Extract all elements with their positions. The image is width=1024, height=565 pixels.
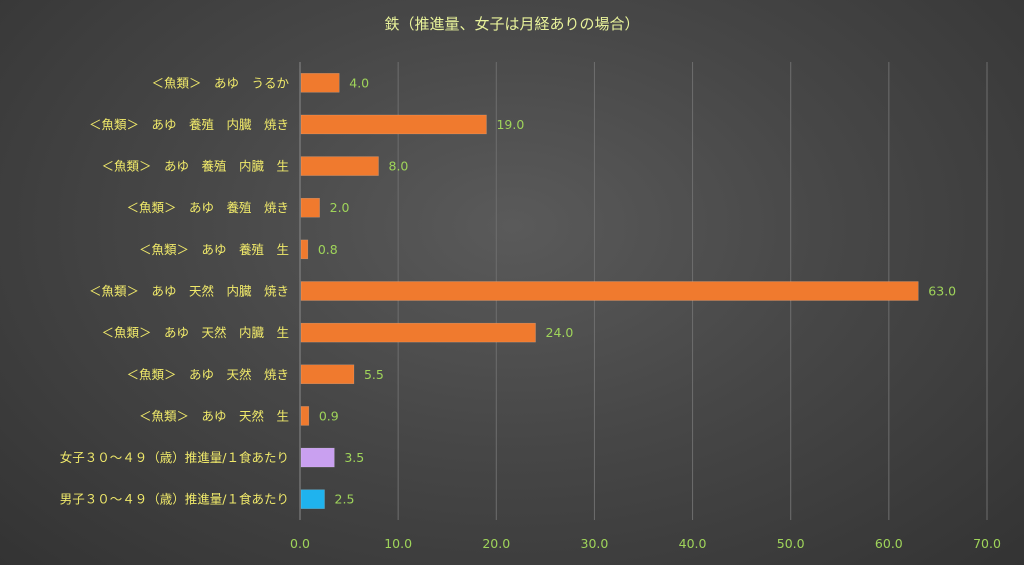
data-label: 5.5 — [364, 367, 384, 382]
x-axis-ticks: 0.0 10.0 20.0 30.0 40.0 50.0 60.0 70.0 — [290, 536, 1001, 551]
bar — [300, 406, 310, 426]
data-label: 19.0 — [496, 117, 524, 132]
bar — [300, 239, 309, 260]
bars — [300, 73, 919, 509]
category-label: 男子３０～４９（歳）推進量/１食あたり — [60, 492, 289, 507]
x-tick-label: 30.0 — [581, 536, 609, 551]
category-labels: ＜魚類＞ あゆ うるか ＜魚類＞ あゆ 養殖 内臓 焼き ＜魚類＞ あゆ 養殖 内臓… — [60, 75, 290, 506]
x-tick-label: 50.0 — [777, 536, 805, 551]
bar — [300, 156, 379, 176]
data-label: 4.0 — [349, 75, 369, 90]
x-tick-label: 70.0 — [973, 536, 1001, 551]
bar — [300, 364, 355, 385]
bar — [300, 114, 487, 135]
category-label: ＜魚類＞ あゆ 天然 内臓 焼き — [89, 284, 289, 299]
category-label: ＜魚類＞ あゆ うるか — [151, 75, 289, 90]
x-tick-label: 60.0 — [875, 536, 903, 551]
category-label: ＜魚類＞ あゆ 養殖 内臓 焼き — [89, 117, 289, 132]
data-label: 2.5 — [335, 492, 355, 507]
x-tick-label: 0.0 — [290, 536, 310, 551]
category-label: ＜魚類＞ あゆ 養殖 生 — [139, 242, 289, 257]
bar — [300, 281, 919, 301]
bar — [300, 197, 320, 218]
data-label: 63.0 — [928, 284, 956, 299]
chart-title: 鉄（推進量、女子は月経ありの場合） — [384, 15, 639, 33]
x-tick-label: 40.0 — [679, 536, 707, 551]
data-label: 0.9 — [319, 408, 339, 423]
data-labels: 4.0 19.0 8.0 2.0 0.8 63.0 24.0 5.5 0.9 3.5 2.5 — [318, 75, 956, 506]
category-label: ＜魚類＞ あゆ 養殖 内臓 生 — [101, 159, 289, 174]
bar — [300, 447, 335, 468]
bar — [300, 489, 325, 509]
category-label: ＜魚類＞ あゆ 養殖 焼き — [126, 200, 289, 215]
bar — [300, 322, 536, 343]
data-label: 2.0 — [330, 200, 350, 215]
category-label: 女子３０～４９（歳）推進量/１食あたり — [60, 450, 289, 465]
data-label: 0.8 — [318, 242, 338, 257]
x-tick-label: 20.0 — [482, 536, 510, 551]
bar — [300, 73, 340, 93]
data-label: 3.5 — [344, 450, 364, 465]
category-label: ＜魚類＞ あゆ 天然 内臓 生 — [101, 325, 289, 340]
category-label: ＜魚類＞ あゆ 天然 生 — [139, 408, 289, 423]
x-tick-label: 10.0 — [384, 536, 412, 551]
data-label: 8.0 — [389, 159, 409, 174]
data-label: 24.0 — [546, 325, 574, 340]
category-label: ＜魚類＞ あゆ 天然 焼き — [126, 367, 289, 382]
